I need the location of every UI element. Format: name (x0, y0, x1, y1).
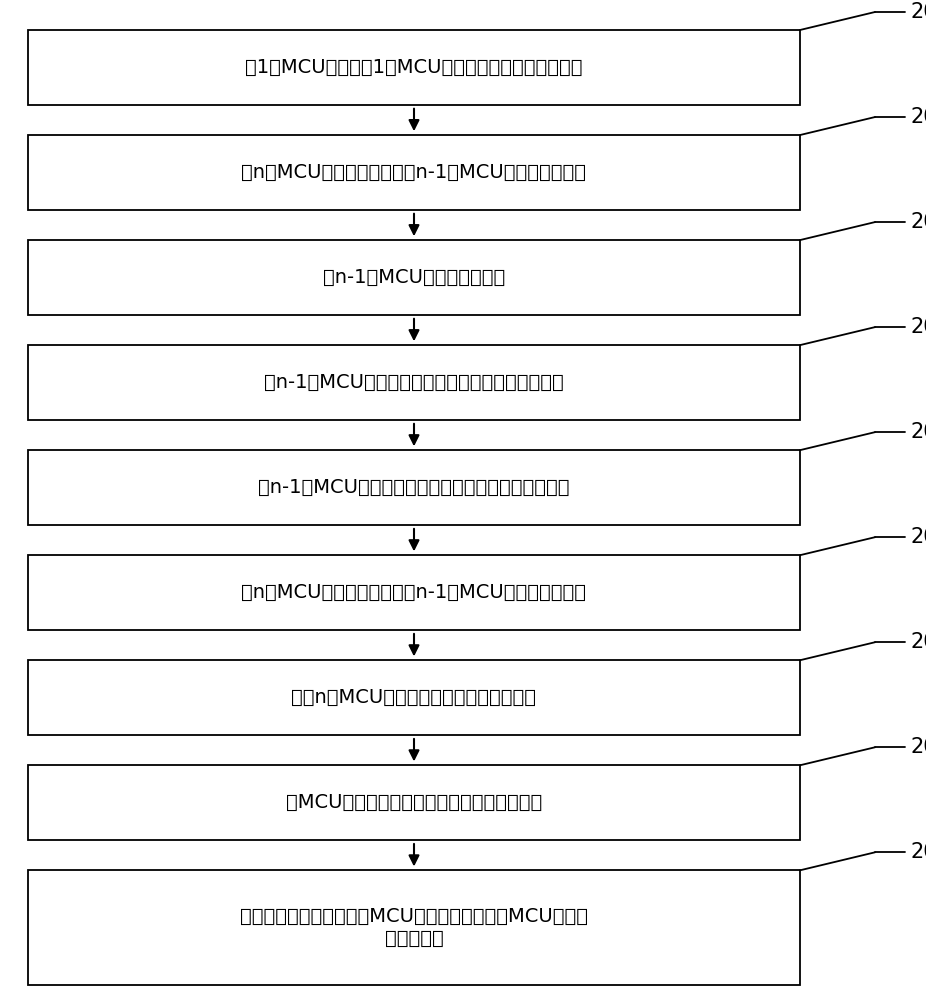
Bar (28, 870, 800, 985)
Text: 202: 202 (910, 107, 926, 127)
Text: 第1级MCU通过该第1级MCU的升级接口获取到升级文件: 第1级MCU通过该第1级MCU的升级接口获取到升级文件 (245, 58, 582, 77)
Text: 203: 203 (910, 212, 926, 232)
Text: 205: 205 (910, 422, 926, 442)
Bar (28, 660, 800, 735)
Text: 208: 208 (910, 737, 926, 757)
Text: 第n-1级MCU将该对应的升级程序打包为新的升级文件: 第n-1级MCU将该对应的升级程序打包为新的升级文件 (258, 478, 569, 497)
Text: 该MCU根据获取到的对应的升级程序进行升级: 该MCU根据获取到的对应的升级程序进行升级 (286, 793, 542, 812)
Text: 206: 206 (910, 527, 926, 547)
Text: 该第n级MCU获取该升级文件中的升级程序: 该第n级MCU获取该升级文件中的升级程序 (292, 688, 536, 707)
Bar (28, 765, 800, 840)
Text: 当该升级程序对应的所有MCU均完成升级后，该MCU将该升
级程序删除: 当该升级程序对应的所有MCU均完成升级后，该MCU将该升 级程序删除 (240, 907, 588, 948)
Text: 第n-1级MCU根据该升级标记获取到对应的升级程序: 第n-1级MCU根据该升级标记获取到对应的升级程序 (264, 373, 564, 392)
Bar (28, 345, 800, 420)
Bar (28, 240, 800, 315)
Text: 第n级MCU通过通信链路向第n-1级MCU申请该升级文件: 第n级MCU通过通信链路向第n-1级MCU申请该升级文件 (242, 163, 586, 182)
Text: 207: 207 (910, 632, 926, 652)
Bar (28, 450, 800, 525)
Bar (28, 135, 800, 210)
Bar (28, 555, 800, 630)
Text: 204: 204 (910, 317, 926, 337)
Text: 第n级MCU通过通信链路向第n-1级MCU获取该升级文件: 第n级MCU通过通信链路向第n-1级MCU获取该升级文件 (242, 583, 586, 602)
Text: 209: 209 (910, 842, 926, 862)
Text: 201: 201 (910, 2, 926, 22)
Text: 第n-1级MCU获取到升级标记: 第n-1级MCU获取到升级标记 (323, 268, 505, 287)
Bar (28, 30, 800, 105)
